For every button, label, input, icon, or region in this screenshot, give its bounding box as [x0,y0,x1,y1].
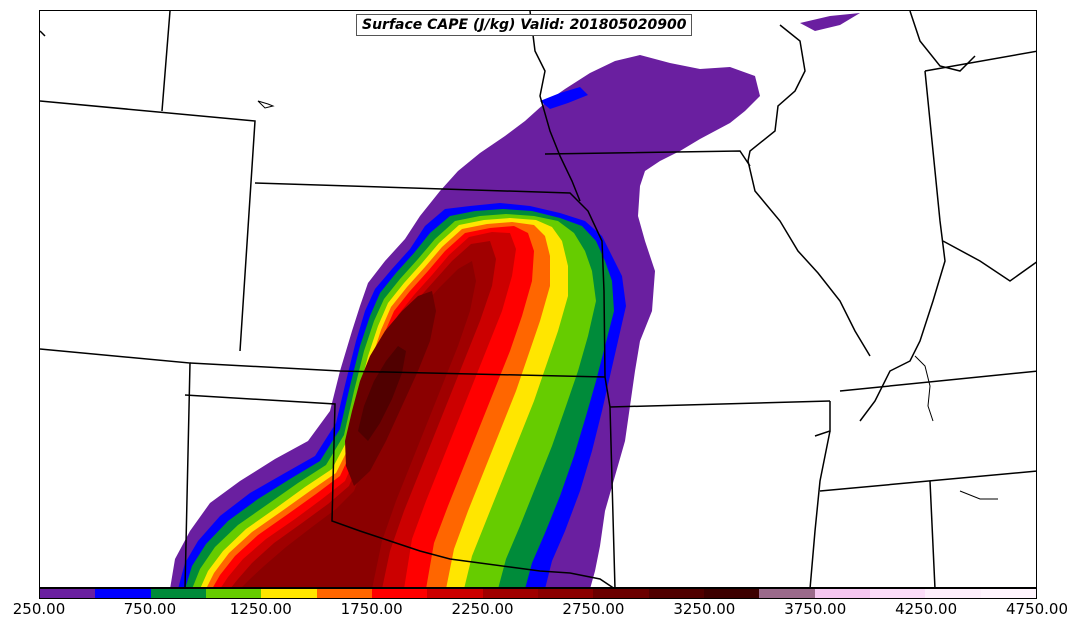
colorbar-tick-label: 250.00 [12,600,66,618]
colorbar-tick-label: 3250.00 [673,600,736,618]
water-features [257,100,998,500]
colorbar-tick-label: 4250.00 [895,600,958,618]
map-title: Surface CAPE (J/kg) Valid: 201805020900 [356,14,693,36]
colorbar-segment [593,589,649,598]
colorbar-segment [427,589,483,598]
colorbar-segment [205,589,262,598]
colorbar-segment [925,589,981,598]
cape-contour-250-north [800,13,860,31]
colorbar-segment [95,589,151,598]
colorbar-segment [371,589,428,598]
colorbar-segment [537,589,594,598]
cape-contours [170,13,860,587]
colorbar-segment [150,589,206,598]
colorbar-tick-label: 3750.00 [784,600,847,618]
colorbar-segment [482,589,538,598]
colorbar-segment [814,589,870,598]
cape-contour-3000 [358,346,406,441]
cape-map [39,10,1037,588]
colorbar-segment [40,589,96,598]
colorbar-segment [648,589,704,598]
cape-map-svg [40,11,1036,587]
colorbar-segment [759,589,815,598]
colorbar-segment [869,589,926,598]
colorbar-tick-label: 2250.00 [451,600,514,618]
colorbar-segment [703,589,760,598]
colorbar-tick-label: 1750.00 [340,600,403,618]
colorbar-segment [316,589,372,598]
colorbar-tick-label: 2750.00 [562,600,625,618]
colorbar [39,588,1037,599]
colorbar-tick-label: 4750.00 [1005,600,1069,618]
cape-contour-500-ne [540,87,588,109]
state-boundaries [40,11,1036,587]
colorbar-tick-label: 1250.00 [229,600,292,618]
colorbar-segment [980,589,1036,598]
colorbar-segment [261,589,317,598]
colorbar-tick-label: 750.00 [123,600,177,618]
colorbar-labels: 250.00 750.00 1250.00 1750.00 2250.00 2750.00… [0,600,1081,624]
